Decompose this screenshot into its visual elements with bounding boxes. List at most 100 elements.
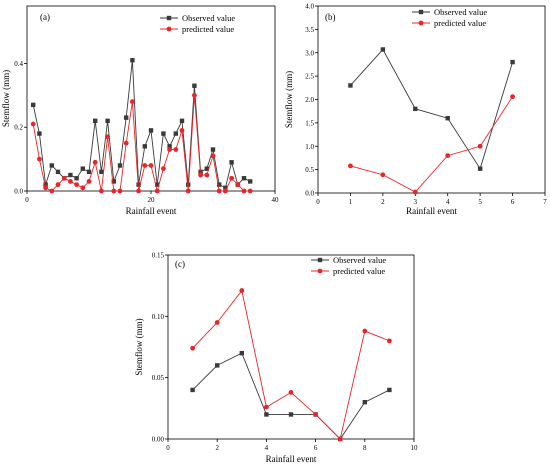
- chart-a-predicted-point: [117, 188, 123, 194]
- chart-b-x-tick-label: 4: [446, 198, 450, 206]
- chart-b-y-tick-label: 3.5: [305, 26, 314, 34]
- chart-b-x-tick-label: 5: [478, 198, 482, 206]
- chart-a-observed-point: [229, 160, 234, 165]
- chart-b-series-observed-line: [350, 48, 514, 170]
- chart-a-predicted-point: [185, 188, 191, 194]
- chart-a-predicted-point: [142, 163, 148, 168]
- chart-b-predicted-point: [445, 153, 451, 159]
- chart-c-observed-point: [264, 412, 269, 417]
- chart-c-predicted-point: [264, 404, 269, 410]
- chart-a-observed-point: [142, 144, 147, 149]
- chart-a-x-axis-title: Rainfall event: [126, 206, 177, 216]
- chart-b-y-tick-label: 1.5: [305, 119, 314, 127]
- chart-c-x-tick-label: 4: [265, 444, 269, 452]
- chart-b-x-tick-label: 0: [316, 198, 320, 206]
- chart-c-y-tick-label: 0.15: [152, 252, 165, 260]
- chart-a-observed-point: [105, 118, 110, 124]
- chart-a-x-tick-label: 40: [272, 196, 280, 204]
- chart-c-series-predicted-line: [192, 289, 390, 440]
- chart-b-x-tick-label: 7: [543, 198, 547, 206]
- chart-a-predicted-point: [37, 156, 42, 162]
- chart-a-observed-point: [99, 169, 104, 175]
- chart-b-observed-point: [477, 166, 483, 171]
- chart-a-legend-label: Observed value: [182, 13, 235, 23]
- chart-b-predicted-point: [510, 94, 515, 100]
- chart-b-predicted-point: [477, 143, 483, 149]
- chart-c-observed-point: [190, 387, 195, 393]
- chart-a-predicted-point: [92, 159, 98, 165]
- chart-a-observed-point: [74, 176, 79, 181]
- chart-b-panel-label: (b): [325, 12, 336, 22]
- chart-a-predicted-point: [136, 188, 142, 194]
- chart-a-observed-point: [37, 131, 42, 136]
- chart-a-observed-point: [49, 163, 54, 168]
- chart-b-y-tick-label: 0.5: [305, 166, 314, 174]
- chart-c-observed-point: [288, 412, 294, 417]
- chart-b-predicted-point: [412, 189, 418, 195]
- chart-a-predicted-point: [241, 188, 247, 194]
- chart-a-predicted-point: [179, 127, 185, 133]
- chart-a-legend-marker-predicted: [166, 26, 172, 32]
- chart-a-observed-point: [80, 166, 85, 171]
- chart-c-predicted-point: [288, 389, 294, 395]
- chart-c-x-tick-label: 6: [314, 444, 318, 452]
- chart-a-predicted-point: [130, 99, 135, 105]
- chart-b-y-tick-label: 2.5: [305, 73, 314, 81]
- chart-a-observed-point: [124, 115, 129, 120]
- chart-a-observed-point: [31, 102, 36, 108]
- chart-c-observed-point: [387, 387, 392, 393]
- chart-a-predicted-point: [229, 175, 235, 181]
- chart-a-predicted-point: [235, 182, 241, 188]
- chart-b-y-tick-label: 4.0: [305, 3, 314, 11]
- chart-a-observed-point: [43, 182, 48, 187]
- chart-a-predicted-point: [167, 147, 173, 152]
- chart-b-observed-point: [445, 116, 450, 121]
- chart-a-predicted-point: [49, 188, 55, 194]
- chart-b-x-tick-label: 3: [414, 198, 418, 206]
- chart-b-x-tick-label: 1: [349, 198, 353, 206]
- chart-b-predicted-point: [348, 163, 353, 169]
- chart-a-y-tick-label: 0.2: [14, 124, 23, 132]
- chart-b-legend-marker-observed: [418, 9, 424, 15]
- chart-a-predicted-point: [204, 172, 210, 178]
- chart-a-observed-point: [86, 169, 92, 175]
- chart-c-observed-point: [215, 363, 220, 368]
- chart-a-observed-point: [55, 169, 61, 175]
- chart-a-observed-point: [130, 58, 135, 63]
- chart-a-predicted-point: [154, 188, 160, 194]
- chart-a-predicted-point: [173, 147, 179, 152]
- chart-a-x-tick-label: 20: [148, 196, 156, 204]
- chart-b-predicted-point: [380, 172, 386, 178]
- chart-a-predicted-point: [247, 188, 253, 194]
- chart-a-y-tick-label: 0.4: [14, 60, 23, 68]
- chart-a-observed-point: [204, 166, 209, 171]
- chart-a-predicted-point: [210, 153, 216, 159]
- chart-b-y-tick-label: 3.0: [305, 49, 314, 57]
- chart-a-observed-point: [68, 172, 73, 178]
- chart-a-predicted-point: [148, 163, 154, 168]
- chart-a-y-axis-title: Stemflow (mm): [1, 70, 11, 127]
- chart-c-predicted-point: [313, 412, 318, 417]
- chart-b-x-tick-label: 6: [511, 198, 515, 206]
- chart-c-y-tick-label: 0.00: [152, 436, 165, 444]
- chart-c-y-tick-label: 0.10: [152, 313, 165, 321]
- chart-a-observed-point: [192, 83, 197, 88]
- chart-a-observed-point: [217, 182, 222, 187]
- chart-a-y-tick-label: 0.0: [14, 188, 23, 196]
- chart-c-x-tick-label: 0: [166, 444, 170, 452]
- chart-b-legend-label: predicted value: [434, 18, 486, 28]
- chart-a-predicted-point: [86, 179, 92, 184]
- chart-b-observed-point: [348, 83, 353, 88]
- chart-a-observed-point: [223, 185, 228, 191]
- chart-a-observed-point: [173, 131, 178, 136]
- chart-c-predicted-point: [337, 436, 343, 442]
- chart-a-observed-point: [210, 147, 216, 152]
- chart-c-observed-point: [239, 350, 244, 356]
- chart-c-x-tick-label: 2: [215, 444, 219, 452]
- chart-c-legend-marker-observed: [317, 257, 323, 263]
- chart-c-predicted-point: [387, 338, 392, 344]
- chart-a-observed-point: [167, 144, 172, 149]
- chart-a-predicted-point: [43, 185, 48, 191]
- chart-b-series-predicted-line: [350, 96, 513, 193]
- chart-c-x-axis-title: Rainfall event: [266, 454, 317, 464]
